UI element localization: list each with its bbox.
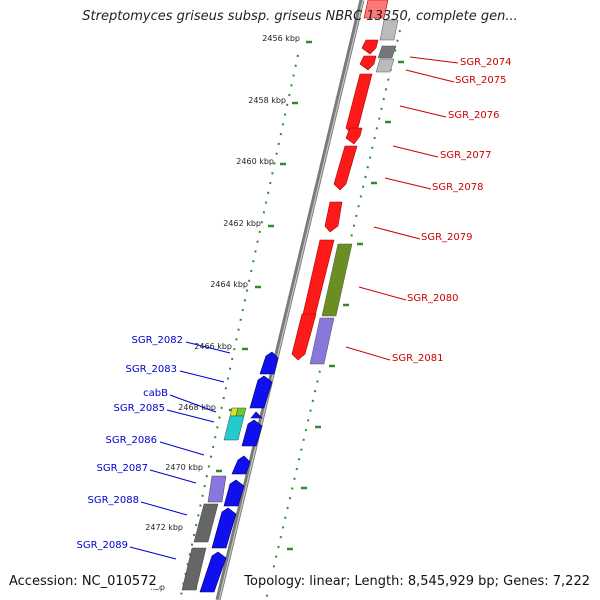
gene-cyan[interactable] <box>223 415 245 441</box>
gene-label-sgr-2087[interactable]: SGR_2087 <box>97 463 149 474</box>
gene-label-sgr-2082[interactable]: SGR_2082 <box>132 335 184 346</box>
forward-strand-genes-alt <box>309 19 399 365</box>
gene-label-sgr-2083[interactable]: SGR_2083 <box>126 364 178 375</box>
gene-sgr-2073[interactable] <box>363 0 389 19</box>
gene-grey-2[interactable] <box>377 45 397 59</box>
topology-text: Topology: linear; Length: 8,545,929 bp; … <box>242 574 592 589</box>
gene-sgr-2077[interactable] <box>345 127 363 145</box>
kbp-tick-label: 2466 kbp <box>194 342 232 351</box>
gene-sgr-2075[interactable] <box>359 55 377 71</box>
gene-label-sgr-2088[interactable]: SGR_2088 <box>88 495 140 506</box>
kbp-tick-label: 2456 kbp <box>262 34 300 43</box>
chromosome-backbone-highlight <box>218 0 364 600</box>
gene-sgr-2079[interactable] <box>324 201 343 233</box>
gene-grey-1[interactable] <box>379 19 399 41</box>
gene-grey-5[interactable] <box>181 547 207 591</box>
gene-sgr-2081[interactable] <box>291 313 317 361</box>
gene-green[interactable] <box>235 407 247 417</box>
gene-olive[interactable] <box>321 243 353 317</box>
gene-sgr-2085[interactable] <box>241 419 263 447</box>
gene-lavender[interactable] <box>309 317 335 365</box>
kbp-tick-label: 2470 kbp <box>165 463 203 472</box>
gene-label-sgr-2078[interactable]: SGR_2078 <box>432 182 484 193</box>
gene-label-sgr-2086[interactable]: SGR_2086 <box>106 435 158 446</box>
gene-grey-3[interactable] <box>375 58 395 73</box>
left-label-leaders <box>129 341 231 560</box>
reverse-strand-genes <box>199 351 279 593</box>
kbp-tick-label: 2472 kbp <box>145 523 183 532</box>
gene-label-sgr-2089[interactable]: SGR_2089 <box>77 540 129 551</box>
gene-label-cabb[interactable]: cabB <box>143 388 168 399</box>
gene-sgr-2082[interactable] <box>259 351 279 375</box>
gene-sgr-2078[interactable] <box>333 145 358 191</box>
gene-sgr-2086[interactable] <box>231 455 251 475</box>
gene-sgr-2074[interactable] <box>361 39 379 55</box>
gene-label-sgr-2077[interactable]: SGR_2077 <box>440 150 492 161</box>
gene-sgr-2083[interactable] <box>249 375 273 409</box>
gene-label-sgr-2080[interactable]: SGR_2080 <box>407 293 459 304</box>
gene-label-sgr-2074[interactable]: SGR_2074 <box>460 57 512 68</box>
gene-label-sgr-2085[interactable]: SGR_2085 <box>114 403 166 414</box>
right-label-leaders <box>345 56 459 361</box>
kbp-tick-label: 2458 kbp <box>248 96 286 105</box>
gene-violet[interactable] <box>207 475 227 503</box>
gene-label-sgr-2081[interactable]: SGR_2081 <box>392 353 444 364</box>
gene-sgr-2076[interactable] <box>345 73 373 135</box>
gene-label-sgr-2079[interactable]: SGR_2079 <box>421 232 473 243</box>
kbp-tick-label: 2464 kbp <box>210 280 248 289</box>
gene-sgr-2089[interactable] <box>199 551 227 593</box>
chromosome-backbone <box>215 0 365 600</box>
kbp-tick-label: 2462 kbp <box>223 219 261 228</box>
map-title: Streptomyces griseus subsp. griseus NBRC… <box>82 9 518 24</box>
gene-label-sgr-2075[interactable]: SGR_2075 <box>455 75 507 86</box>
gene-sgr-2088[interactable] <box>211 507 237 549</box>
gene-grey-4[interactable] <box>193 503 219 543</box>
major-ticks-right <box>287 60 404 551</box>
gene-label-sgr-2076[interactable]: SGR_2076 <box>448 110 500 121</box>
gene-sgr-2087[interactable] <box>223 479 245 507</box>
accession-text: Accession: NC_010572 <box>7 574 159 589</box>
kbp-tick-label: 2468 kbp <box>178 403 216 412</box>
kbp-tick-label: 2460 kbp <box>236 157 274 166</box>
forward-strand-genes <box>291 0 389 361</box>
gene-cabb[interactable] <box>250 411 263 419</box>
reverse-strand-genes-alt <box>181 407 247 591</box>
